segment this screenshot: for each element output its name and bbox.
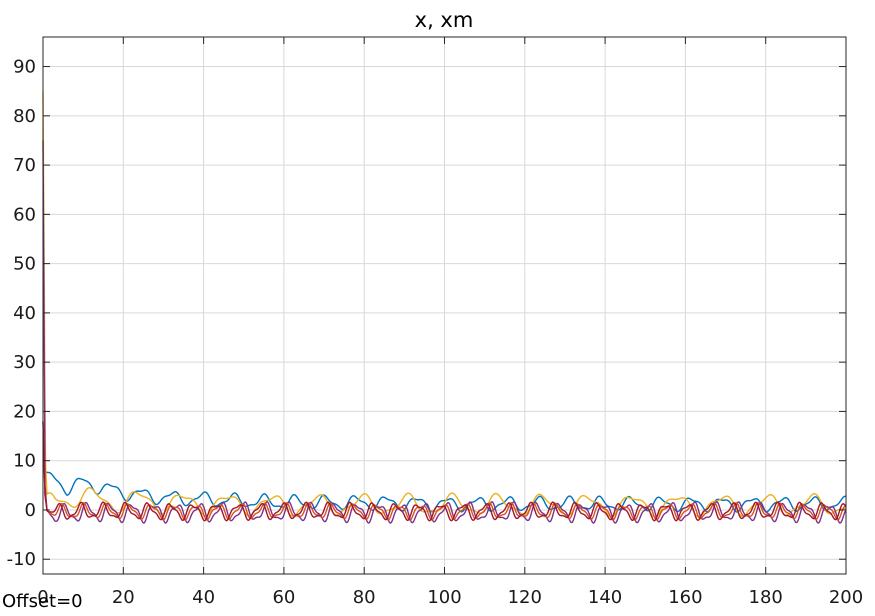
- x-tick-label: 20: [112, 587, 135, 608]
- y-tick-label: 50: [13, 254, 36, 275]
- plot-lines: [42, 91, 847, 524]
- y-tick-label: 80: [13, 106, 36, 127]
- offset-annotation: Offset=0: [2, 591, 83, 612]
- y-tick-label: 0: [25, 500, 36, 521]
- x-tick-label: 140: [588, 587, 622, 608]
- x-tick-label: 100: [427, 587, 461, 608]
- grid-lines: [42, 37, 847, 574]
- series-line-5: [42, 421, 847, 522]
- y-tick-label: 40: [13, 303, 36, 324]
- chart-title: x, xm: [415, 8, 474, 32]
- series-line-2: [42, 91, 847, 518]
- y-tick-label: 30: [13, 352, 36, 373]
- y-tick-label: 10: [13, 451, 36, 472]
- x-tick-label: 120: [508, 587, 542, 608]
- y-tick-label: -10: [7, 549, 36, 570]
- x-tick-label: 180: [749, 587, 783, 608]
- x-tick-label: 40: [192, 587, 215, 608]
- x-tick-label: 160: [668, 587, 702, 608]
- x-tick-label: 0: [37, 587, 48, 608]
- y-tick-label: 60: [13, 204, 36, 225]
- x-tick-label: 200: [829, 587, 863, 608]
- series-line-4: [42, 421, 847, 521]
- x-tick-label: 60: [272, 587, 295, 608]
- axis-ticks: 0 20 40 60 80 100 120 140 160 180 200-100102030405…: [7, 37, 863, 608]
- y-tick-label: 90: [13, 57, 36, 78]
- x-tick-label: 80: [353, 587, 376, 608]
- y-tick-label: 70: [13, 155, 36, 176]
- y-tick-label: 20: [13, 401, 36, 422]
